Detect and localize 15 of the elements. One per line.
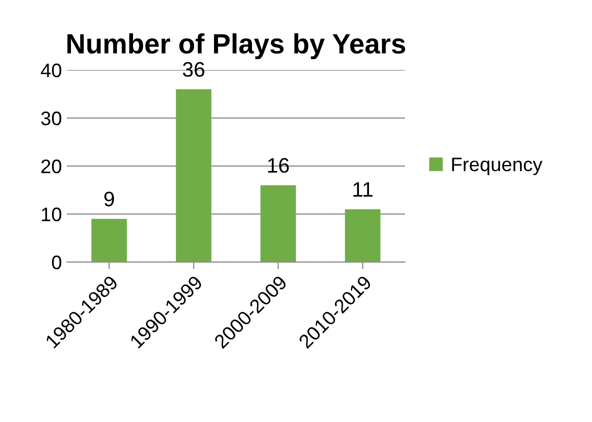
chart-title: Number of Plays by Years <box>67 33 406 60</box>
bar <box>344 209 380 262</box>
data-label: 36 <box>182 62 204 77</box>
y-tick-label: 20 <box>41 160 62 174</box>
y-tick-label: 30 <box>41 112 62 126</box>
bar <box>176 89 212 262</box>
y-tick-label: 40 <box>40 64 62 78</box>
data-label: 11 <box>353 182 372 197</box>
data-label: 16 <box>268 158 289 173</box>
bar <box>91 218 127 262</box>
y-tick-label: 0 <box>52 256 62 270</box>
y-tick-label: 10 <box>42 208 62 222</box>
data-label: 9 <box>104 192 114 206</box>
legend-label: Frequency <box>452 158 542 176</box>
bar <box>260 185 296 262</box>
